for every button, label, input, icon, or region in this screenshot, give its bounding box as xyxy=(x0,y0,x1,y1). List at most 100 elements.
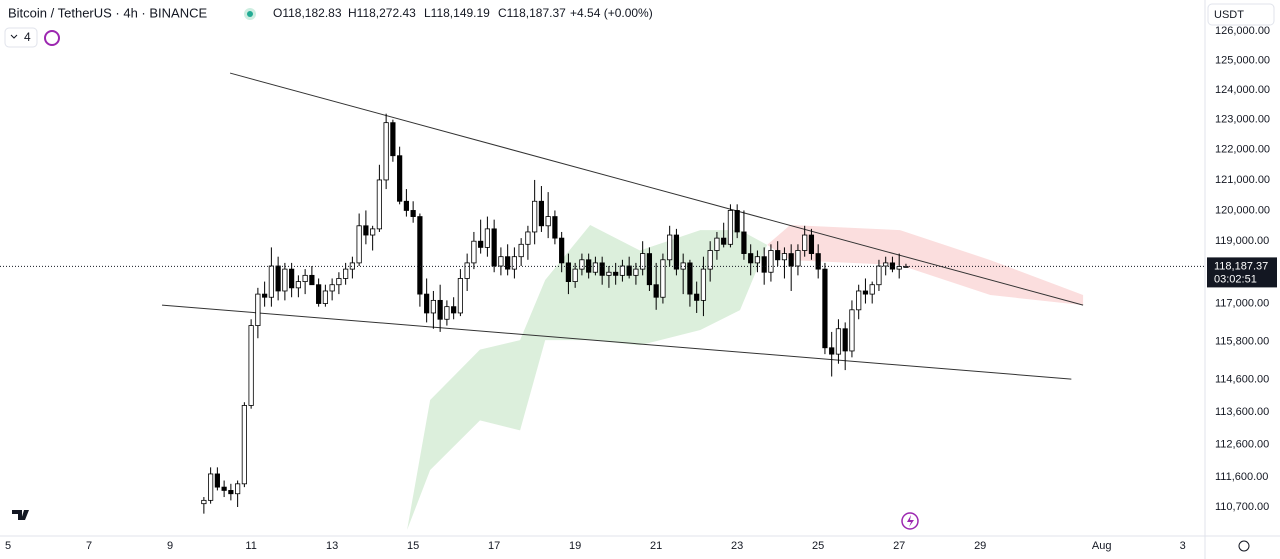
y-tick-label: 121,000.00 xyxy=(1215,174,1270,186)
candle-body xyxy=(822,268,828,349)
candle-body xyxy=(471,240,477,264)
candle-body xyxy=(208,473,214,501)
y-tick-label: 122,000.00 xyxy=(1215,144,1270,156)
candle-body xyxy=(815,253,821,270)
candle-body xyxy=(727,210,734,245)
candle-body xyxy=(754,256,761,264)
candle-body xyxy=(390,122,396,157)
candle-body xyxy=(268,265,274,298)
y-tick-label: 112,600.00 xyxy=(1215,438,1269,450)
candle-body xyxy=(869,284,875,295)
candle-body xyxy=(599,262,605,276)
y-tick-label: 110,700.00 xyxy=(1215,501,1269,513)
candle-body xyxy=(707,250,713,270)
indicator-toggle[interactable] xyxy=(4,27,38,48)
candle-body xyxy=(883,262,889,267)
candle-body xyxy=(673,234,680,270)
candle-body xyxy=(295,281,301,289)
candle-body xyxy=(383,122,389,181)
candle-body xyxy=(761,256,767,273)
x-tick-label: 17 xyxy=(488,540,500,552)
candle-body xyxy=(451,306,457,314)
x-tick-label: 27 xyxy=(893,540,905,552)
x-tick-label: 7 xyxy=(86,540,92,552)
candle-body xyxy=(444,306,450,320)
candle-body xyxy=(565,262,572,282)
candle-body xyxy=(437,299,443,320)
tv-logo xyxy=(12,510,29,520)
candle-body xyxy=(538,200,545,227)
candle-body xyxy=(397,155,403,202)
candle-body xyxy=(289,268,295,289)
ohlc-change: +4.54 (+0.00%) xyxy=(570,6,653,20)
candle-body xyxy=(302,274,308,282)
candle-body xyxy=(228,490,234,495)
candle-body xyxy=(356,225,362,264)
candle-body xyxy=(660,259,666,298)
candle-body xyxy=(221,486,227,491)
candle-body xyxy=(862,290,869,295)
x-tick-label: Aug xyxy=(1092,540,1112,552)
candle-body xyxy=(498,256,504,267)
status-dot xyxy=(247,11,253,17)
y-tick-label: 125,000.00 xyxy=(1215,54,1270,66)
candle-body xyxy=(606,271,612,276)
indicator-count: 4 xyxy=(24,30,31,44)
x-tick-label: 3 xyxy=(1180,540,1186,552)
currency-select[interactable] xyxy=(1207,3,1275,26)
y-tick-label: 111,600.00 xyxy=(1215,471,1268,483)
candle-body xyxy=(235,483,241,495)
candle-body xyxy=(363,225,369,236)
settings-icon[interactable] xyxy=(1238,540,1250,552)
last-price-box xyxy=(1207,257,1277,288)
candle-body xyxy=(619,265,626,276)
candle-body xyxy=(343,268,349,279)
x-tick-label: 11 xyxy=(245,540,256,552)
refresh-icon[interactable] xyxy=(44,30,60,46)
event-bolt xyxy=(907,515,914,527)
chevron xyxy=(10,34,18,39)
candle-body xyxy=(518,243,524,258)
countdown: 03:02:51 xyxy=(1214,273,1257,285)
candle-body xyxy=(896,266,902,270)
y-tick-label: 115,800.00 xyxy=(1215,335,1269,347)
candle-body xyxy=(559,237,565,264)
candle-body xyxy=(579,259,585,270)
candle-body xyxy=(903,265,909,268)
candle-body xyxy=(329,284,335,292)
candle-body xyxy=(795,250,801,267)
x-tick-label: 15 xyxy=(407,540,419,552)
trend-line xyxy=(229,72,1084,306)
candle-body xyxy=(694,293,700,301)
candle-body xyxy=(532,200,538,233)
y-tick-label: 124,000.00 xyxy=(1215,84,1270,96)
candle-body xyxy=(464,262,470,279)
candle-body xyxy=(457,278,463,314)
candle-body xyxy=(781,253,788,261)
last-price-label: 118,187.37 xyxy=(1214,260,1268,272)
candle-body xyxy=(484,228,490,248)
candle-body xyxy=(262,293,268,298)
candle-body xyxy=(788,253,794,267)
candle-body xyxy=(214,473,220,488)
y-tick-label: 120,000.00 xyxy=(1215,204,1270,216)
candle-body xyxy=(552,216,558,239)
ohlc-low: L118,149.19 xyxy=(424,6,490,20)
event-icon[interactable] xyxy=(901,512,919,530)
candle-body xyxy=(633,268,639,276)
candle-body xyxy=(802,234,808,251)
candle-body xyxy=(856,290,862,311)
candle-body xyxy=(349,262,355,270)
symbol: Bitcoin / TetherUS · 4h · BINANCE xyxy=(8,5,207,20)
ohlc-open: O118,182.83 xyxy=(273,6,342,20)
cloud xyxy=(407,225,768,530)
candle-body xyxy=(525,231,531,245)
candle-body xyxy=(835,328,842,355)
ohlc-high: H118,272.43 xyxy=(348,6,416,20)
candle-body xyxy=(613,271,619,276)
candle-body xyxy=(687,262,693,295)
candle-body xyxy=(417,216,423,295)
x-tick-label: 21 xyxy=(650,540,662,552)
candle-body xyxy=(889,262,896,270)
